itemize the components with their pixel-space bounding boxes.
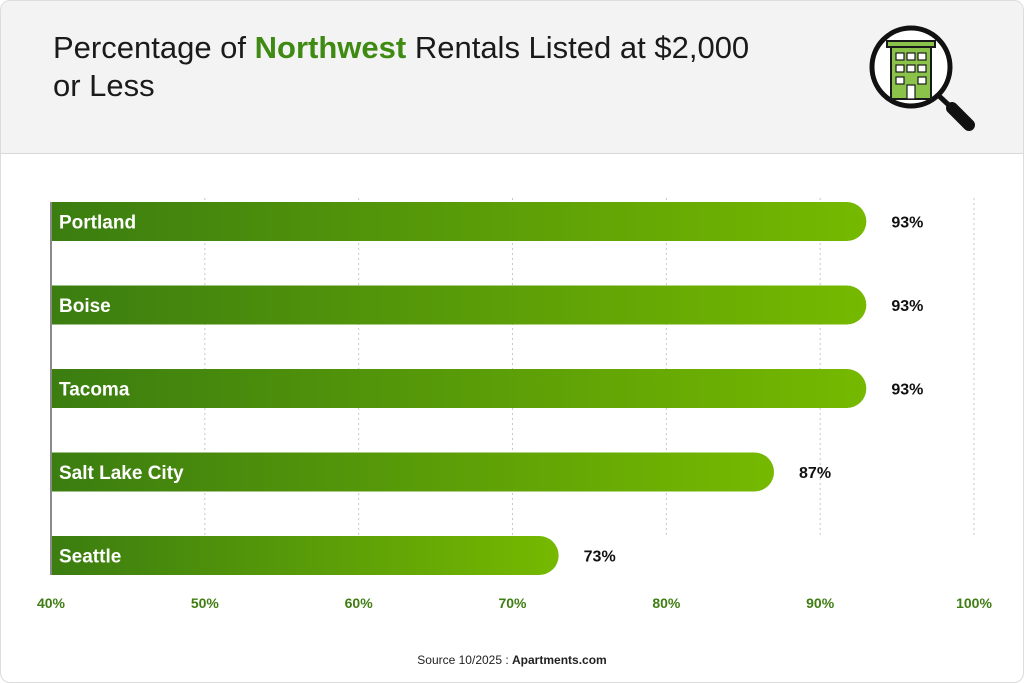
page-title: Percentage of Northwest Rentals Listed a…	[53, 29, 773, 105]
header: Percentage of Northwest Rentals Listed a…	[1, 1, 1023, 154]
bar-value-label: 73%	[584, 549, 616, 566]
x-tick-label: 80%	[652, 595, 681, 611]
x-tick-label: 60%	[345, 595, 374, 611]
bar-chart: Portland 93% Boise 93% Tacoma 93% Salt Lake Ci…	[37, 198, 992, 611]
source-note: Source 10/2025 : Apartments.com	[1, 653, 1023, 667]
source-prefix: Source 10/2025 :	[417, 653, 513, 667]
x-tick-label: 40%	[37, 595, 66, 611]
x-tick-label: 70%	[498, 595, 527, 611]
bar-category-label: Portland	[59, 213, 136, 234]
bar-seattle	[51, 536, 559, 575]
title-highlight: Northwest	[254, 30, 407, 65]
source-name: Apartments.com	[512, 653, 607, 667]
bar-category-label: Salt Lake City	[59, 463, 184, 484]
x-tick-label: 50%	[191, 595, 220, 611]
title-suffix: Rentals Listed at $2,000 or Less	[53, 30, 750, 103]
bar-value-label: 93%	[891, 382, 923, 399]
bar-boise	[51, 285, 867, 325]
x-tick-label: 100%	[956, 595, 992, 611]
bar-category-label: Tacoma	[59, 380, 130, 401]
bar-tacoma	[51, 369, 867, 408]
bar-portland	[51, 202, 867, 241]
bar-salt-lake-city	[51, 452, 775, 492]
bar-category-label: Boise	[59, 296, 111, 317]
bar-value-label: 93%	[891, 215, 923, 232]
bar-category-label: Seattle	[59, 547, 121, 568]
bar-value-label: 87%	[799, 465, 831, 482]
building-search-icon	[869, 25, 975, 131]
bar-value-label: 93%	[891, 298, 923, 315]
x-tick-label: 90%	[806, 595, 835, 611]
title-prefix: Percentage of	[53, 30, 255, 65]
